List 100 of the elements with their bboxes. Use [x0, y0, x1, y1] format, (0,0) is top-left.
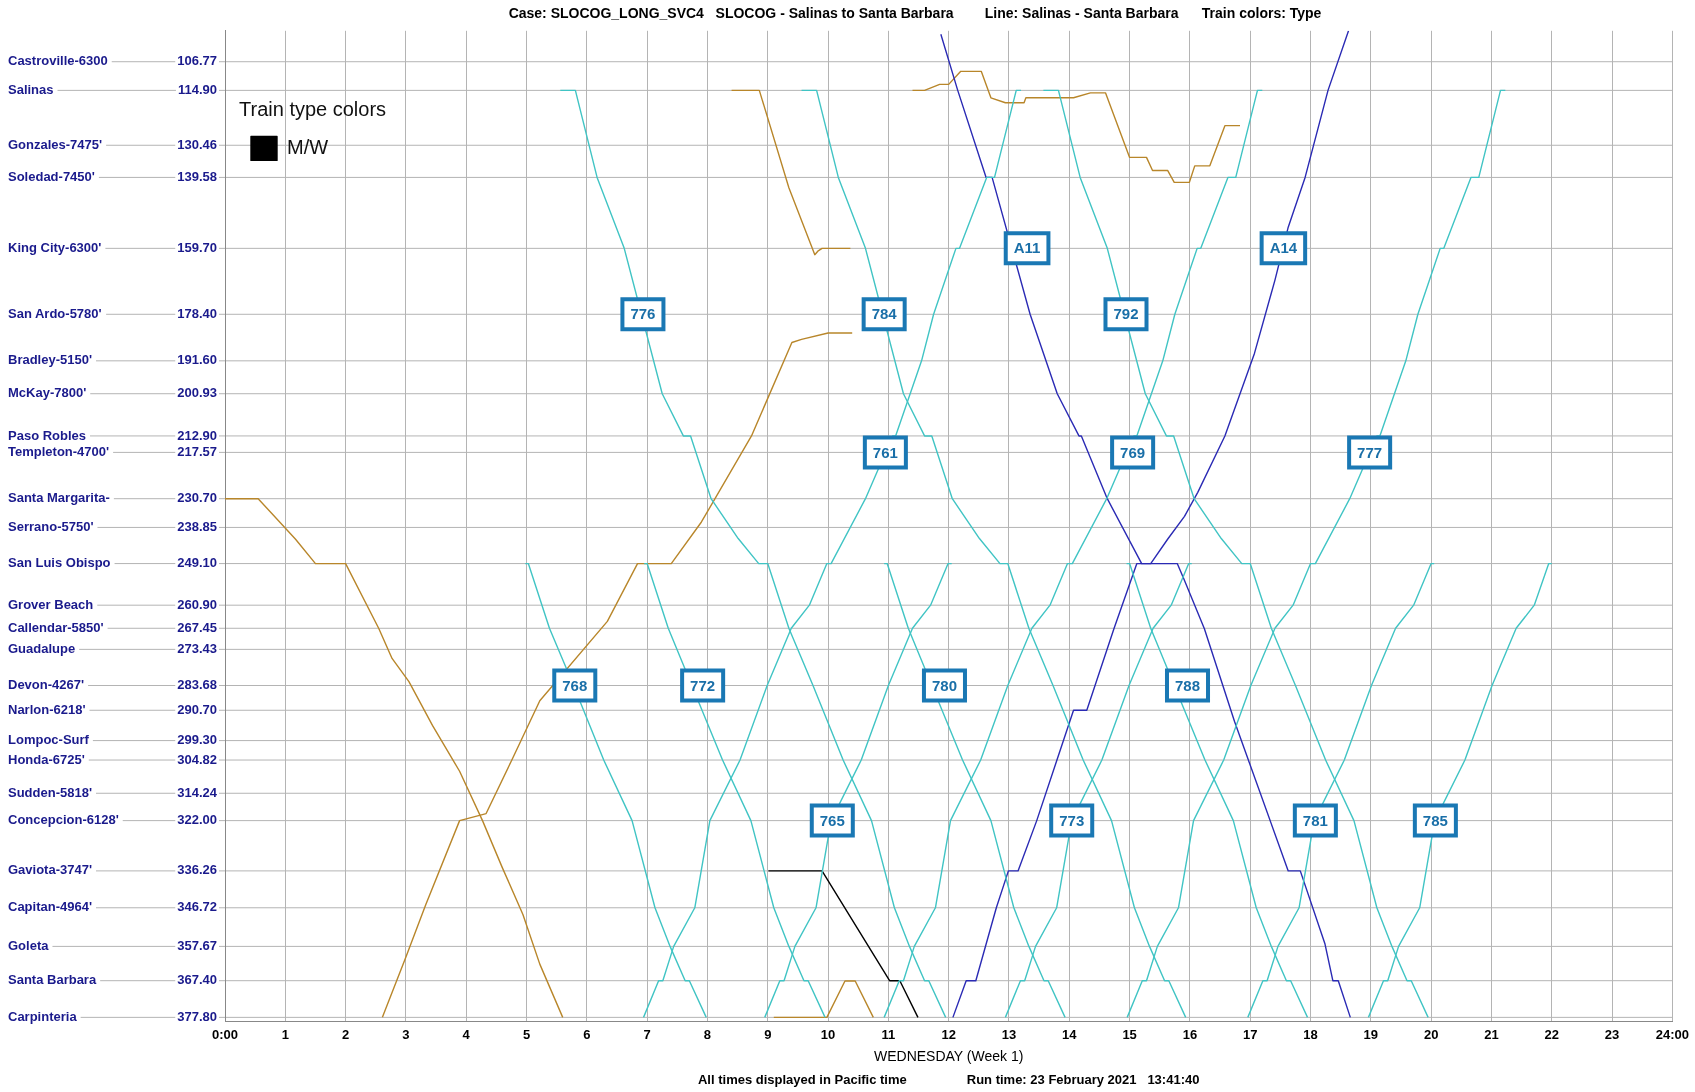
ref-line-label: Gaviota-3747' — [8, 862, 93, 878]
annotation: 785 — [1422, 811, 1448, 829]
annotation: 792 — [1113, 305, 1139, 323]
annotation: 776 — [630, 305, 656, 323]
ref-line-label: San Ardo-5780' — [8, 305, 102, 321]
x-tick-label: 7 — [643, 1026, 651, 1042]
y-tick-label: 139.58 — [177, 168, 217, 184]
ref-line-label: Castroville-6300 — [8, 53, 108, 69]
ref-line-label: Soledad-7450' — [8, 168, 95, 184]
ref-line-label: Bradley-5150' — [8, 352, 93, 368]
y-tick-label: 377.80 — [177, 1008, 217, 1024]
annotation: 784 — [871, 305, 898, 323]
x-axis-title: WEDNESDAY (Week 1) — [874, 1048, 1024, 1065]
ref-line-label: Sudden-5818' — [8, 784, 93, 800]
legend-label: M/W — [287, 135, 329, 158]
x-tick-label: 16 — [1182, 1026, 1198, 1042]
x-tick-label: 10 — [820, 1026, 836, 1042]
x-tick-label: 24:00 — [1655, 1026, 1689, 1042]
y-tick-label: 299.30 — [177, 732, 217, 748]
annotation: 781 — [1302, 811, 1328, 829]
x-tick-label: 4 — [462, 1026, 471, 1042]
annotation: A14 — [1269, 239, 1298, 257]
annotation: 765 — [819, 811, 845, 829]
ref-line-label: Carpinteria — [8, 1008, 78, 1024]
annotation: 773 — [1059, 811, 1085, 829]
ref-line-label: Guadalupe — [8, 640, 76, 656]
ref-line-label: San Luis Obispo — [8, 555, 111, 571]
x-tick-label: 5 — [522, 1026, 531, 1042]
x-tick-label: 12 — [941, 1026, 956, 1042]
ref-line-label: Narlon-6218' — [8, 701, 86, 717]
ref-line-label: Lompoc-Surf — [8, 732, 90, 748]
y-tick-label: 249.10 — [177, 555, 217, 571]
x-tick-label: 1 — [281, 1026, 289, 1042]
x-tick-label: 8 — [703, 1026, 712, 1042]
x-tick-label: 21 — [1484, 1026, 1499, 1042]
ref-line-label: Paso Robles — [8, 427, 87, 443]
x-tick-label: 19 — [1363, 1026, 1379, 1042]
y-tick-label: 304.82 — [177, 751, 217, 767]
y-tick-label: 273.43 — [177, 640, 217, 656]
y-tick-label: 212.90 — [177, 427, 217, 443]
x-tick-label: 11 — [881, 1026, 896, 1042]
y-tick-label: 217.57 — [177, 443, 217, 459]
ref-line-label: Templeton-4700' — [8, 443, 110, 459]
y-tick-label: 357.67 — [177, 937, 217, 953]
annotation: 777 — [1357, 443, 1383, 461]
x-tick-label: 20 — [1423, 1026, 1439, 1042]
y-tick-label: 200.93 — [177, 385, 217, 401]
y-tick-label: 106.77 — [177, 53, 217, 69]
x-tick-label: 9 — [764, 1026, 772, 1042]
ref-line-label: McKay-7800' — [8, 385, 87, 401]
x-tick-label: 23 — [1604, 1026, 1620, 1042]
annotation: 769 — [1120, 443, 1146, 461]
y-tick-label: 238.85 — [177, 519, 217, 535]
y-tick-label: 322.00 — [177, 812, 217, 828]
y-tick-label: 114.90 — [177, 81, 217, 97]
annotation: 780 — [931, 676, 957, 694]
ref-line-label: Devon-4267' — [8, 677, 85, 693]
y-tick-label: 130.46 — [177, 136, 217, 152]
text: All times displayed in Pacific time — [697, 1072, 907, 1087]
ref-line-label: Salinas — [8, 81, 54, 97]
ref-line-label: Gonzales-7475' — [8, 136, 103, 152]
chart-title: Case: SLOCOG_LONG_SVC4 SLOCOG - Salinas to Santa Barbara Line: Salinas - Santa Barbara Train colors: Type — [508, 5, 1322, 22]
x-tick-label: 15 — [1122, 1026, 1137, 1042]
ref-line-label: Capitan-4964' — [8, 899, 93, 915]
ref-line-label: Goleta — [8, 937, 50, 953]
y-tick-label: 346.72 — [177, 899, 217, 915]
x-tick-label: 14 — [1062, 1026, 1078, 1042]
x-tick-label: 22 — [1544, 1026, 1559, 1042]
y-tick-label: 290.70 — [177, 701, 217, 717]
annotation: 768 — [562, 676, 588, 694]
annotation: 788 — [1174, 676, 1201, 694]
y-tick-label: 230.70 — [177, 490, 217, 506]
y-tick-label: 178.40 — [177, 305, 217, 321]
ref-line-label: King City-6300' — [8, 239, 102, 255]
x-tick-label: 3 — [402, 1026, 410, 1042]
ref-line-label: Callendar-5850' — [8, 619, 104, 635]
x-tick-label: 0:00 — [211, 1026, 239, 1042]
y-tick-label: 314.24 — [177, 784, 218, 800]
x-tick-label: 2 — [342, 1026, 350, 1042]
ref-line-label: Santa Margarita- — [8, 490, 110, 506]
x-tick-label: 17 — [1242, 1026, 1258, 1042]
ref-line-label: Grover Beach — [8, 596, 94, 612]
x-tick-label: 6 — [583, 1026, 591, 1042]
y-tick-label: 283.68 — [177, 677, 217, 693]
x-tick-label: 13 — [1001, 1026, 1017, 1042]
ref-line-label: Serrano-5750' — [8, 519, 94, 535]
legend-title: Train type colors — [239, 97, 387, 120]
ref-line-label: Concepcion-6128' — [8, 812, 119, 828]
y-tick-label: 267.45 — [177, 619, 217, 635]
y-tick-label: 336.26 — [177, 862, 217, 878]
y-tick-label: 159.70 — [177, 239, 217, 255]
ref-line-label: Santa Barbara — [8, 972, 97, 988]
ref-line-label: Honda-6725' — [8, 751, 85, 767]
annotation: A11 — [1013, 239, 1041, 257]
y-tick-label: 260.90 — [177, 596, 217, 612]
annotation: 772 — [690, 676, 716, 694]
x-tick-label: 18 — [1303, 1026, 1318, 1042]
y-tick-label: 367.40 — [177, 972, 217, 988]
y-tick-label: 191.60 — [177, 352, 217, 368]
annotation: 761 — [872, 443, 898, 461]
